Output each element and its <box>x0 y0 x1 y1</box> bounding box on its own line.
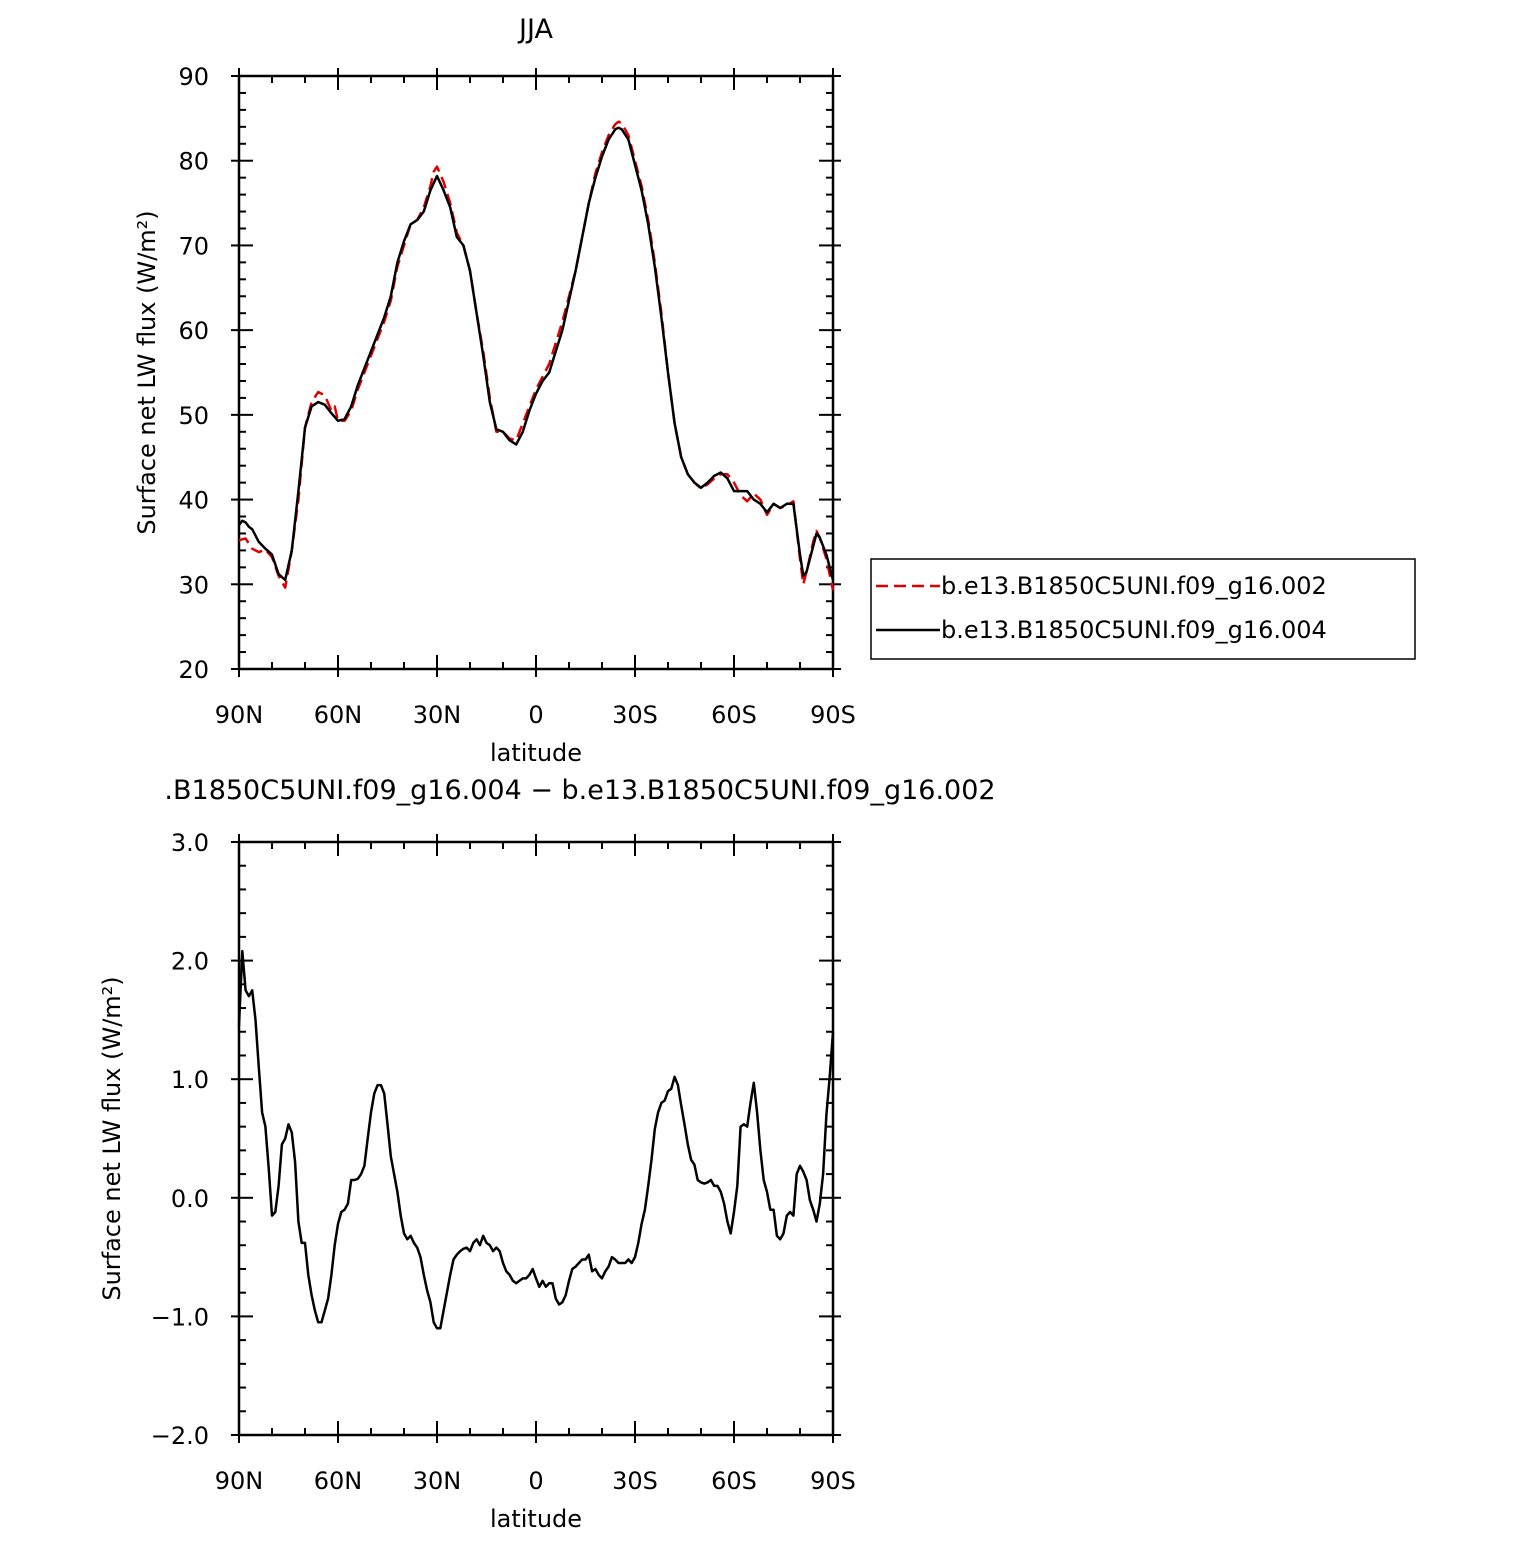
series-line-2-1 <box>237 949 835 1330</box>
plot-frame-1 <box>237 74 835 671</box>
y-tick-label: 20 <box>178 656 209 684</box>
plot-frame-2 <box>237 840 835 1437</box>
x-tick-label: 90N <box>215 701 264 729</box>
plot-title-1: JJA <box>517 14 553 45</box>
x-tick-label: 0 <box>528 1467 543 1495</box>
x-tick-label: 30N <box>413 701 462 729</box>
legend-box <box>870 558 1416 660</box>
y-tick-label: 1.0 <box>171 1066 209 1094</box>
y-tick-label: 80 <box>178 148 209 176</box>
x-tick-label: 0 <box>528 701 543 729</box>
y-tick-label: 0.0 <box>171 1185 209 1213</box>
x-tick-label: 60N <box>314 1467 363 1495</box>
y-tick-label: 90 <box>178 63 209 91</box>
difference-plot: .B1850C5UNI.f09_g16.004 − b.e13.B1850C5U… <box>98 775 996 1533</box>
x-tick-label: 60S <box>711 701 757 729</box>
x-tick-label: 60S <box>711 1467 757 1495</box>
series-line-1-2 <box>238 126 835 582</box>
x-tick-label: 90S <box>810 1467 856 1495</box>
y-axis-label: Surface net LW flux (W/m²) <box>133 210 161 534</box>
legend: b.e13.B1850C5UNI.f09_g16.002 b.e13.B1850… <box>870 558 1416 660</box>
x-axis-label: latitude <box>490 1505 582 1533</box>
legend-label-series-1: b.e13.B1850C5UNI.f09_g16.002 <box>941 572 1327 600</box>
series-line-1-1 <box>238 120 835 591</box>
x-tick-label: 60N <box>314 701 363 729</box>
y-tick-label: 2.0 <box>171 948 209 976</box>
x-tick-label: 30S <box>612 1467 658 1495</box>
legend-label-series-2: b.e13.B1850C5UNI.f09_g16.004 <box>941 616 1327 644</box>
y-tick-label: 3.0 <box>171 829 209 857</box>
y-tick-label: −1.0 <box>151 1303 209 1331</box>
top-plot: JJA 90N 60N 30N 0 30S 60S 90S 20 30 40 50 60 70 80 90 la… <box>133 14 856 767</box>
y-tick-label: 40 <box>178 487 209 515</box>
y-tick-label: −2.0 <box>151 1422 209 1450</box>
y-tick-label: 30 <box>178 571 209 599</box>
y-tick-label: 60 <box>178 317 209 345</box>
x-tick-label: 30S <box>612 701 658 729</box>
plot-title-2: .B1850C5UNI.f09_g16.004 − b.e13.B1850C5U… <box>164 775 995 806</box>
y-axis-label: Surface net LW flux (W/m²) <box>98 976 126 1300</box>
x-tick-label: 90S <box>810 701 856 729</box>
x-tick-label: 90N <box>215 1467 264 1495</box>
y-tick-label: 70 <box>178 232 209 260</box>
x-axis-label: latitude <box>490 739 582 767</box>
y-tick-label: 50 <box>178 402 209 430</box>
x-tick-label: 30N <box>413 1467 462 1495</box>
